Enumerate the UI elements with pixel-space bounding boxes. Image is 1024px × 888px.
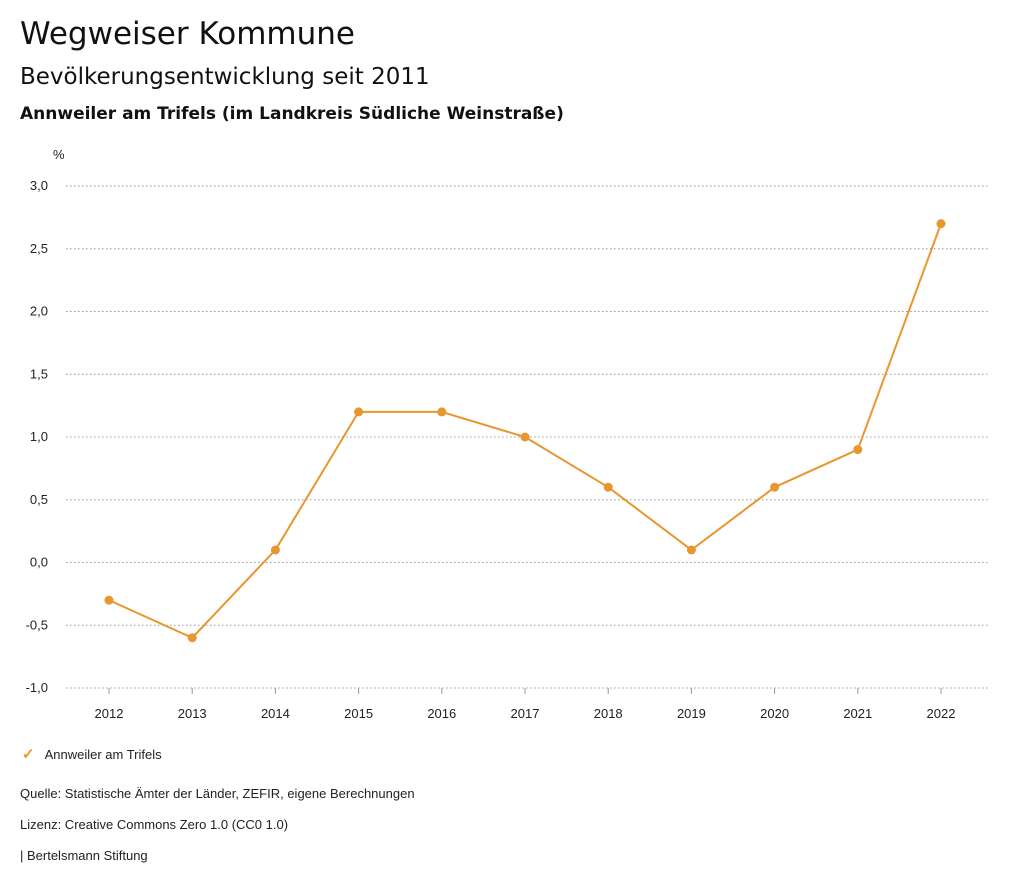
data-point[interactable] [104, 595, 114, 605]
x-tick-label: 2014 [261, 706, 290, 721]
license-note: Lizenz: Creative Commons Zero 1.0 (CC0 1… [20, 817, 289, 832]
y-tick-label: 2,0 [30, 304, 48, 319]
y-tick-label: -1,0 [26, 680, 48, 695]
publisher-note: | Bertelsmann Stiftung [20, 848, 148, 863]
y-tick-label: 3,0 [30, 178, 48, 193]
x-tick-label: 2021 [843, 706, 872, 721]
region-subtitle: Annweiler am Trifels (im Landkreis Südli… [20, 104, 564, 124]
chart-title: Wegweiser Kommune [20, 16, 355, 52]
x-tick-label: 2015 [344, 706, 373, 721]
data-point[interactable] [853, 445, 863, 455]
data-point[interactable] [686, 545, 696, 555]
legend-label: Annweiler am Trifels [44, 746, 162, 762]
data-point[interactable] [603, 482, 613, 492]
y-tick-labels: -1,0 -0,5 0,0 0,5 1,0 1,5 2,0 2,5 3,0 [26, 178, 48, 695]
y-tick-label: -0,5 [26, 617, 48, 632]
x-tick-label: 2016 [427, 706, 456, 721]
series-lines [104, 219, 946, 643]
data-point[interactable] [187, 633, 197, 643]
x-tick-label: 2013 [178, 706, 207, 721]
data-point[interactable] [770, 482, 780, 492]
x-tick-label: 2020 [760, 706, 789, 721]
y-tick-label: 2,5 [30, 241, 48, 256]
data-point[interactable] [354, 407, 364, 417]
y-tick-label: 0,5 [30, 492, 48, 507]
y-tick-label: 1,5 [30, 366, 48, 381]
x-tick-label: 2022 [927, 706, 956, 721]
y-tick-label: 1,0 [30, 429, 48, 444]
x-tick-label: 2018 [594, 706, 623, 721]
data-point[interactable] [520, 432, 530, 442]
data-point[interactable] [936, 219, 946, 229]
series-line [108, 223, 942, 639]
line-chart: -1,0 -0,5 0,0 0,5 1,0 1,5 2,0 2,5 3,0 % 2012 2013… [26, 147, 990, 721]
chart-subtitle: Bevölkerungsentwicklung seit 2011 [20, 64, 430, 90]
x-axis: 2012 2013 2014 2015 2016 2017 2018 2019 2020 2021… [95, 688, 956, 721]
x-tick-label: 2017 [511, 706, 540, 721]
x-tick-label: 2019 [677, 706, 706, 721]
data-point[interactable] [270, 545, 280, 555]
x-tick-label: 2012 [95, 706, 124, 721]
check-icon: ✓ [22, 746, 35, 763]
data-point[interactable] [437, 407, 447, 417]
y-tick-label: 0,0 [30, 555, 48, 570]
y-axis-unit: % [53, 147, 65, 162]
source-note: Quelle: Statistische Ämter der Länder, Z… [20, 786, 415, 801]
legend[interactable]: ✓ Annweiler am Trifels [22, 745, 162, 763]
